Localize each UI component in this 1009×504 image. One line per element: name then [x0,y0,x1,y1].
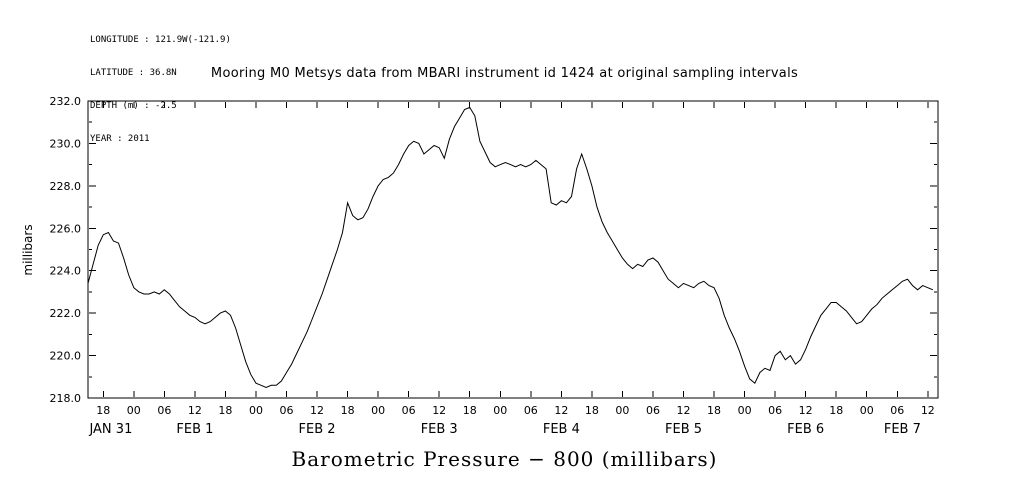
y-tick-label: 218.0 [50,392,82,405]
x-tick-label: 12 [799,404,813,417]
meta-latitude: LATITUDE : 36.8N [90,68,177,78]
x-tick-label: 06 [280,404,294,417]
x-axis-day-labels: JAN 31 FEB 1 FEB 2 FEB 3 FEB 4 FEB 5 FEB 6 FEB … [88,422,920,437]
x-tick-label: 12 [921,404,935,417]
x-tick-label: 06 [646,404,660,417]
x-tick-label: 06 [890,404,904,417]
day-label: FEB 1 [176,422,213,437]
x-tick-label: 18 [463,404,477,417]
x-tick-label: 06 [157,404,171,417]
chart-title: Mooring M0 Metsys data from MBARI instru… [210,66,799,81]
y-tick-label: 230.0 [50,137,82,150]
x-axis-ticks: 18 00 06 12 18 00 06 12 18 00 06 12 18 00 06 12 18 00 06 12… [96,102,935,417]
day-label: FEB 3 [421,422,458,437]
y-tick-label: 232.0 [50,95,82,108]
day-label: FEB 7 [884,422,921,437]
day-label: FEB 6 [787,422,824,437]
x-tick-label: 18 [707,404,721,417]
data-line [87,106,934,388]
meta-longitude: LONGITUDE : 121.9W(-121.9) [90,35,231,45]
x-tick-label: 12 [677,404,691,417]
x-tick-label: 00 [371,404,385,417]
x-tick-label: 12 [310,404,324,417]
metadata-block: LONGITUDE : 121.9W(-121.9) LATITUDE : 36… [90,13,231,167]
x-tick-label: 00 [127,404,141,417]
x-tick-label: 18 [585,404,599,417]
y-tick-label: 226.0 [50,222,82,235]
x-tick-label: 06 [524,404,538,417]
x-tick-label: 06 [402,404,416,417]
x-tick-label: 18 [341,404,355,417]
x-tick-label: 00 [249,404,263,417]
x-axis-title: Barometric Pressure − 800 (millibars) [291,447,718,471]
y-tick-label: 220.0 [50,350,82,363]
x-tick-label: 12 [554,404,568,417]
y-axis-label: millibars [21,224,35,276]
x-tick-label: 12 [432,404,446,417]
plot-frame [87,100,939,399]
day-label: FEB 4 [543,422,580,437]
x-tick-label: 00 [860,404,874,417]
meta-depth: DEPTH (m) : -2.5 [90,101,177,111]
y-tick-label: 228.0 [50,180,82,193]
x-tick-label: 18 [829,404,843,417]
y-tick-label: 222.0 [50,307,82,320]
x-tick-label: 18 [218,404,232,417]
y-axis-ticks: 218.0 220.0 222.0 224.0 226.0 228.0 230.0 232.0 [50,95,937,405]
x-tick-label: 00 [493,404,507,417]
day-label: FEB 2 [299,422,336,437]
x-tick-label: 00 [738,404,752,417]
x-tick-label: 12 [188,404,202,417]
x-tick-label: 00 [615,404,629,417]
day-label: FEB 5 [665,422,702,437]
meta-year: YEAR : 2011 [90,134,150,144]
x-tick-label: 06 [768,404,782,417]
x-tick-label: 18 [96,404,110,417]
day-label: JAN 31 [88,422,132,437]
y-tick-label: 224.0 [50,265,82,278]
